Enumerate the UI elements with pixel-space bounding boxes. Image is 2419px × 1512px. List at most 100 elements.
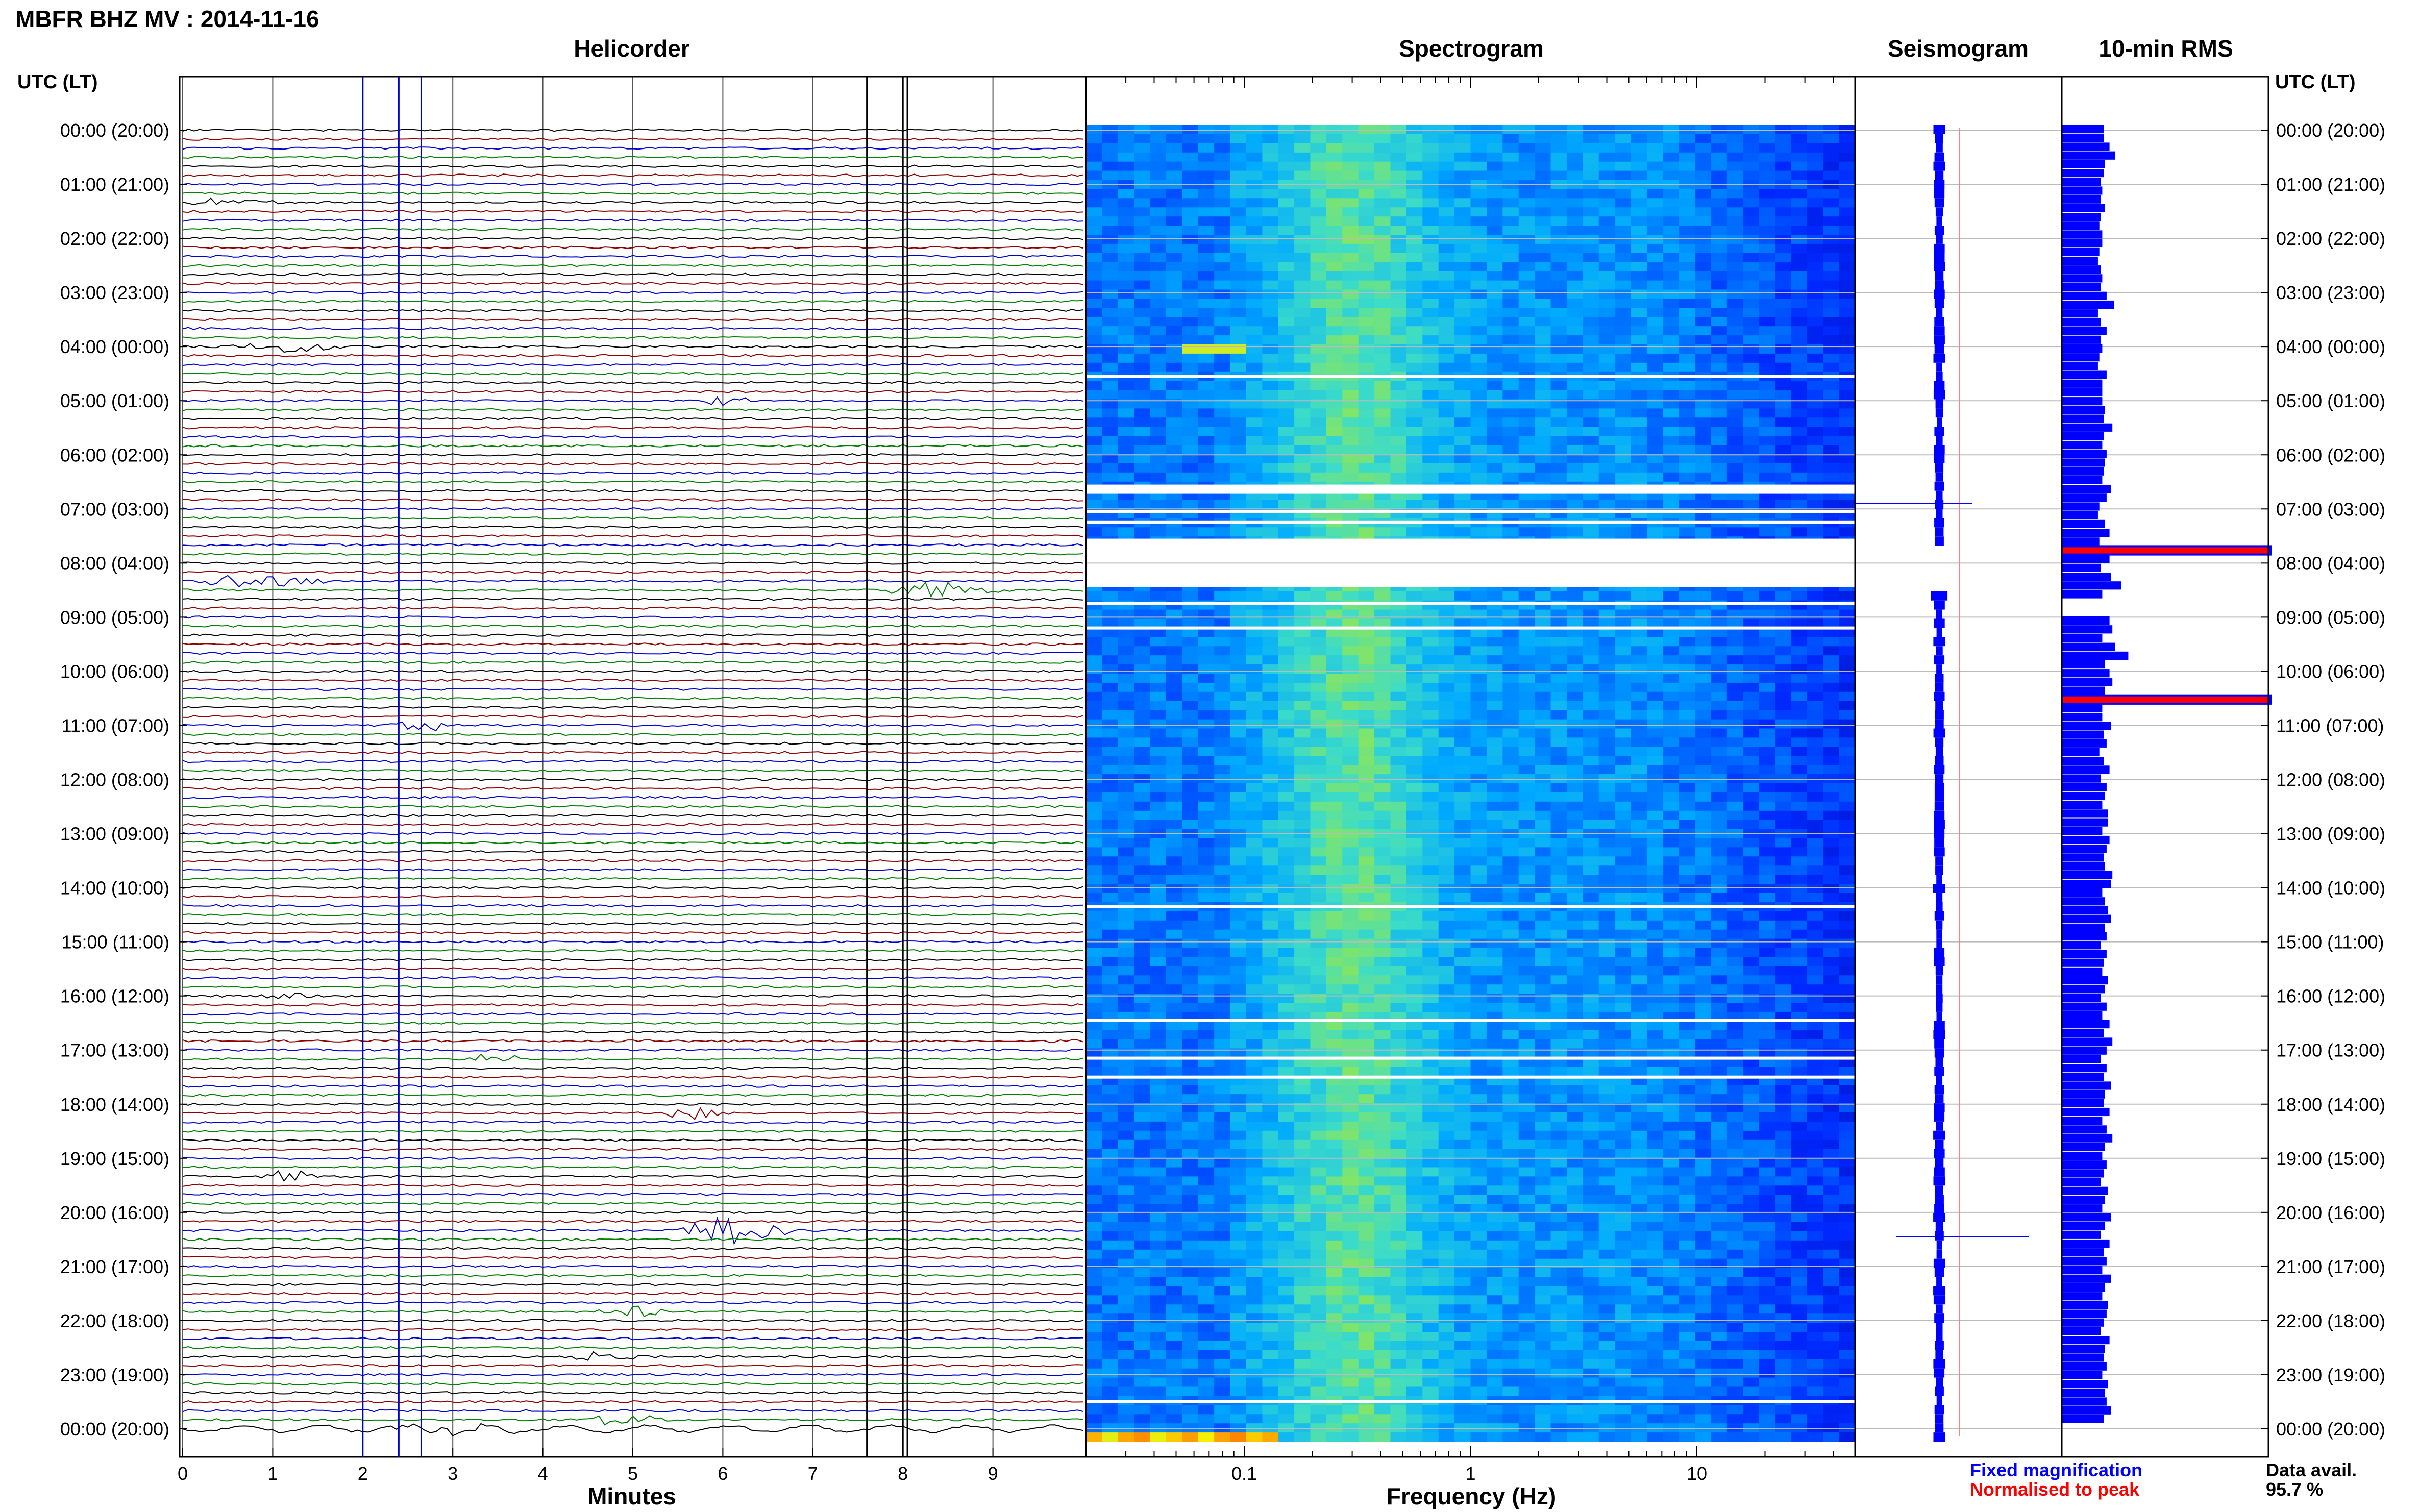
spectrogram-gap [1086,905,1855,908]
seismogram-segment [1936,628,1942,637]
seismogram-segment [1934,1048,1944,1058]
helicorder-trace [182,832,1083,835]
rms-bar [2062,1239,2110,1248]
seismogram-segment [1934,289,1945,299]
rms-bar [2062,1011,2103,1020]
seismogram-segment [1936,994,1943,1003]
time-label-right: 02:00 (22:00) [2276,228,2385,249]
spectrogram-tick-label: 1 [1465,1463,1475,1484]
rms-bar [2062,511,2098,519]
rms-bar [2062,1204,2103,1213]
rms-bar [2062,230,2103,239]
seismogram-segment [1934,326,1945,336]
seismogram-segment [1934,152,1944,162]
helicorder-trace [182,1423,1083,1436]
helicorder-trace [182,570,1083,574]
rms-bar [2062,529,2110,537]
seismogram-segment [1933,1130,1945,1140]
rms-bar [2062,239,2103,247]
rms-bar [2062,950,2107,958]
helicorder-trace [182,1107,1083,1120]
rms-bar [2062,221,2100,230]
seismogram-segment [1936,1304,1943,1314]
seismogram-segment [1934,1204,1944,1213]
rms-panel [2061,76,2272,1458]
helicorder-trace [182,390,1083,393]
rms-bar [2062,353,2100,362]
seismogram-segment [1936,436,1943,445]
rms-bar [2062,142,2110,151]
rms-bar [2062,827,2103,835]
helicorder-trace [182,1292,1083,1296]
seismogram-segment [1933,390,1945,400]
rms-bar [2062,958,2104,967]
spectrogram-gap [1086,1075,1855,1079]
seismogram-segment [1935,774,1944,783]
spectrogram-tick-label: 0.1 [1231,1463,1257,1484]
seismogram-segment [1934,262,1945,271]
time-label-right: 19:00 (15:00) [2276,1148,2385,1169]
seismogram-segment [1935,1057,1943,1067]
rms-bar [2062,923,2105,932]
helicorder-trace [182,778,1083,781]
helicorder-trace [182,146,1083,150]
rms-bar [2062,651,2129,660]
helicorder-trace [182,895,1083,899]
seismogram-segment [1934,344,1944,354]
rms-bar [2062,1415,2104,1423]
helicorder-trace [182,1053,1083,1062]
rms-bar [2062,809,2108,818]
time-label-left: 13:00 (09:00) [60,824,169,845]
time-label-left: 16:00 (12:00) [60,986,169,1007]
helicorder-trace [182,813,1083,817]
helicorder-trace [182,967,1083,971]
seismogram-segment [1933,353,1945,363]
rms-bar [2062,704,2103,713]
helicorder-trace [182,1382,1083,1385]
seismogram-segment [1935,170,1944,180]
helicorder-trace [182,1255,1083,1259]
helicorder-trace [182,606,1083,610]
rms-bar [2062,1406,2111,1415]
seismogram-segment [1936,362,1942,372]
rms-bar [2062,458,2105,467]
time-label-right: 17:00 (13:00) [2276,1040,2385,1061]
time-label-right: 16:00 (12:00) [2276,986,2385,1007]
time-label-right: 00:00 (20:00) [2276,1419,2385,1440]
seismogram-segment [1934,618,1945,628]
rms-bar [2062,1073,2104,1081]
seismogram-segment [1934,445,1945,454]
helicorder-trace [182,489,1083,493]
helicorder-trace [182,1319,1083,1323]
helicorder-trace [182,1156,1083,1160]
minute-tick-label: 0 [178,1463,188,1484]
rms-bar [2062,441,2103,450]
rms-bar [2062,213,2101,221]
seismogram-segment [1934,518,1944,528]
rms-bar [2062,1309,2107,1318]
rms-bar [2062,906,2108,914]
rms-bar [2062,195,2101,204]
seismogram-segment [1934,243,1945,253]
rms-bar [2062,1266,2103,1274]
seismogram-segment [1935,966,1943,976]
minute-tick-label: 3 [448,1463,458,1484]
rms-bar [2062,1107,2110,1117]
rms-bar [2062,757,2104,765]
seismogram-segment [1933,1213,1945,1222]
rms-bar [2062,370,2107,379]
rms-bar [2062,327,2107,335]
minute-tick-label: 5 [628,1463,638,1484]
helicorder-trace [182,164,1083,168]
seismogram-segment [1935,207,1943,217]
rms-bar [2062,1353,2104,1362]
helicorder-trace [182,498,1083,502]
rms-bar [2062,1292,2103,1301]
helicorder-trace [182,697,1083,700]
rms-bar [2062,976,2108,985]
helicorder-trace [182,462,1083,466]
rms-bar [2062,151,2115,160]
seismogram-segment [1934,427,1944,436]
rms-bar [2062,476,2103,484]
time-label-right: 04:00 (00:00) [2276,336,2385,357]
